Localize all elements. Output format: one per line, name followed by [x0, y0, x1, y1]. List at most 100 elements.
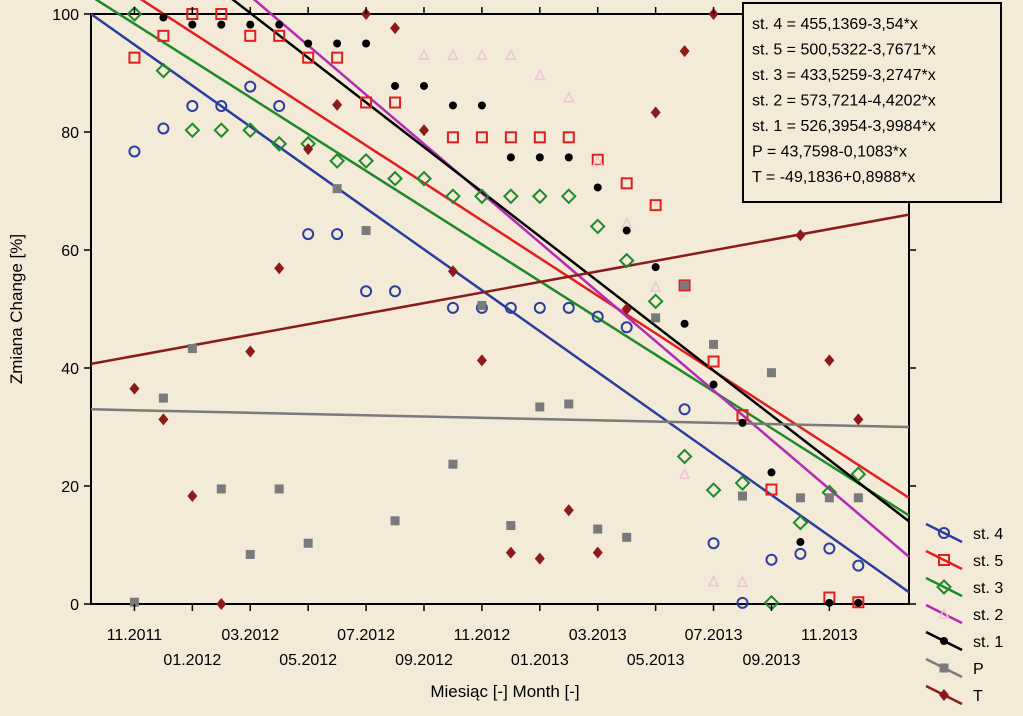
- point-t: [245, 345, 256, 358]
- legend-label: st. 3: [973, 580, 1003, 597]
- series-st-3: [126, 6, 867, 611]
- point-p: [361, 226, 371, 236]
- point-p: [506, 521, 516, 531]
- point-t: [679, 45, 690, 58]
- point-st-4: [707, 537, 720, 550]
- series-p: [129, 184, 863, 607]
- point-p: [593, 524, 603, 534]
- point-p: [824, 493, 834, 503]
- y-tick-label: 40: [61, 361, 79, 378]
- x-axis-title: Miesiąc [-] Month [-]: [430, 682, 579, 701]
- point-st-3: [705, 482, 722, 499]
- series-t: [129, 8, 864, 610]
- point-p: [303, 538, 313, 548]
- point-st-3: [242, 122, 259, 139]
- point-st-4: [794, 547, 807, 560]
- point-t: [563, 504, 574, 517]
- point-st-1: [709, 380, 718, 389]
- point-t: [505, 546, 516, 559]
- x-tick-label: 07.2013: [685, 627, 743, 644]
- y-axis-title: Zmiana Change [%]: [7, 234, 26, 384]
- point-st-3: [560, 188, 577, 205]
- x-tick-label: 09.2012: [395, 652, 453, 669]
- equation-text: st. 5 = 500,5322-3,7671*x: [752, 42, 936, 59]
- point-st-2: [649, 280, 662, 292]
- x-tick-label: 11.2013: [801, 627, 858, 644]
- x-axis-ticks: 11.201101.201203.201205.201207.201209.20…: [107, 7, 858, 669]
- point-p: [216, 484, 226, 494]
- x-tick-label: 01.2013: [511, 652, 569, 669]
- legend-marker: [939, 689, 949, 701]
- series-st-5: [128, 8, 865, 609]
- x-tick-label: 05.2013: [627, 652, 685, 669]
- legend-marker: [938, 527, 950, 539]
- equation-text: st. 4 = 455,1369-3,54*x: [752, 16, 918, 33]
- point-st-3: [473, 188, 490, 205]
- point-p: [564, 399, 574, 409]
- point-st-1: [738, 418, 747, 427]
- point-st-3: [531, 188, 548, 205]
- point-p: [766, 368, 776, 378]
- point-st-5: [649, 199, 662, 212]
- point-st-5: [678, 279, 691, 292]
- point-st-4: [273, 100, 286, 113]
- point-st-2: [678, 467, 691, 479]
- trend-line-st-1: [231, 0, 910, 523]
- point-p: [680, 280, 690, 290]
- point-p: [158, 393, 168, 403]
- point-st-1: [217, 20, 226, 29]
- point-st-3: [213, 122, 230, 139]
- point-st-5: [331, 51, 344, 64]
- trend-line-st-2: [252, 0, 910, 558]
- point-p: [651, 313, 661, 323]
- point-st-2: [563, 91, 575, 103]
- point-st-4: [562, 301, 575, 314]
- x-tick-label: 01.2012: [163, 652, 221, 669]
- x-tick-label: 03.2012: [221, 627, 279, 644]
- point-t: [621, 303, 632, 315]
- point-st-1: [304, 39, 313, 48]
- point-st-1: [564, 153, 573, 162]
- point-st-5: [504, 131, 517, 144]
- legend-label: P: [973, 661, 984, 678]
- point-st-5: [157, 29, 170, 42]
- point-st-4: [504, 301, 517, 314]
- point-st-2: [476, 48, 488, 61]
- point-st-3: [416, 170, 432, 187]
- point-p: [622, 532, 632, 542]
- point-st-5: [620, 177, 633, 190]
- point-st-5: [533, 131, 546, 144]
- point-st-3: [589, 218, 606, 235]
- point-st-4: [302, 228, 315, 241]
- point-st-1: [419, 81, 428, 90]
- point-st-4: [736, 596, 749, 609]
- point-st-3: [676, 448, 693, 465]
- point-st-3: [184, 122, 201, 139]
- point-st-1: [825, 598, 834, 607]
- point-p: [448, 459, 458, 469]
- x-tick-label: 11.2011: [107, 627, 163, 644]
- point-st-5: [389, 96, 402, 109]
- point-t: [129, 382, 140, 395]
- legend-label: st. 4: [973, 526, 1003, 543]
- point-st-5: [765, 483, 778, 496]
- point-st-1: [506, 153, 515, 162]
- point-st-3: [126, 6, 143, 22]
- point-st-3: [329, 152, 346, 169]
- legend-label: st. 2: [973, 607, 1003, 624]
- x-tick-label: 05.2012: [279, 652, 337, 669]
- trend-lines: [90, 0, 910, 594]
- equation-text: st. 1 = 526,3954-3,9984*x: [752, 118, 936, 135]
- point-st-1: [593, 183, 602, 192]
- point-st-1: [362, 39, 371, 48]
- point-st-4: [360, 285, 373, 298]
- equation-text: st. 2 = 573,7214-4,4202*x: [752, 93, 936, 110]
- y-tick-label: 100: [52, 7, 79, 24]
- legend-item-st-3: st. 3: [925, 576, 1003, 598]
- point-t: [795, 229, 806, 242]
- legend-label: st. 5: [973, 553, 1003, 570]
- point-st-3: [445, 188, 461, 205]
- point-st-1: [535, 153, 544, 162]
- x-tick-label: 11.2012: [454, 627, 511, 644]
- point-t: [592, 546, 603, 559]
